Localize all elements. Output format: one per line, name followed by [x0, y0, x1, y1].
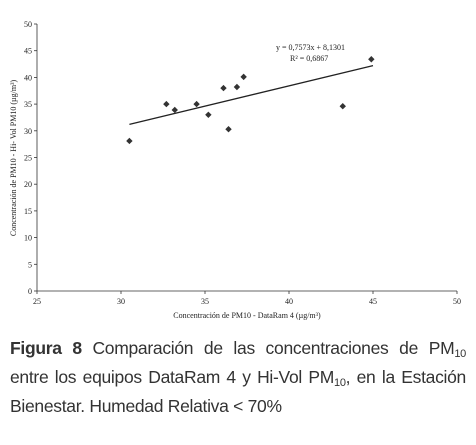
point [225, 125, 232, 133]
y-tick-label: 50 [24, 20, 32, 29]
point [233, 83, 241, 91]
x-tick-label: 40 [285, 297, 293, 306]
caption-label: Figura 8 [10, 338, 82, 358]
caption-text: entre los equipos DataRam 4 y Hi-Vol PM [10, 367, 335, 387]
point [205, 111, 212, 118]
y-tick-label: 35 [24, 100, 32, 109]
x-tick-label: 25 [33, 297, 41, 306]
trendline [129, 65, 374, 126]
y-tick-label: 15 [24, 207, 32, 216]
caption-subscript: 10 [454, 348, 466, 360]
caption-text: Comparación de las concentraciones de PM [81, 338, 455, 358]
y-tick-label: 5 [28, 260, 32, 269]
x-tick-label: 30 [117, 297, 125, 306]
point [240, 73, 247, 81]
y-axis-label: Concentración de PM10 - Hi- Vol PM10 (µg… [9, 80, 18, 237]
point [171, 106, 178, 114]
point [126, 137, 133, 145]
x-tick-label: 50 [453, 297, 461, 306]
y-tick-label: 10 [24, 234, 32, 243]
chart: Concentración de PM10 - DataRam 4 (µg/m³… [9, 20, 461, 320]
y-tick-label: 45 [24, 47, 32, 56]
y-tick-label: 20 [24, 180, 32, 189]
x-tick-label: 45 [369, 297, 377, 306]
caption-text: , en la Estación Bienestar. Humedad Rela… [10, 367, 466, 416]
point [339, 103, 346, 110]
trend-equation: y = 0,7573x + 8,1301 [276, 43, 345, 52]
point [193, 100, 200, 108]
y-tick-label: 25 [24, 154, 32, 163]
caption: Figura 8 Comparación de las concentracio… [10, 334, 466, 421]
point [163, 100, 170, 108]
y-tick-label: 40 [24, 73, 32, 82]
y-tick-label: 30 [24, 127, 32, 136]
x-tick-label: 35 [201, 297, 209, 306]
y-tick-label: 0 [28, 287, 32, 296]
point [368, 56, 375, 63]
point [220, 84, 227, 92]
caption-subscript: 10 [334, 377, 346, 389]
x-axis-label: Concentración de PM10 - DataRam 4 (µg/m³… [173, 311, 321, 320]
trend-r2: R² = 0,6867 [290, 54, 328, 63]
